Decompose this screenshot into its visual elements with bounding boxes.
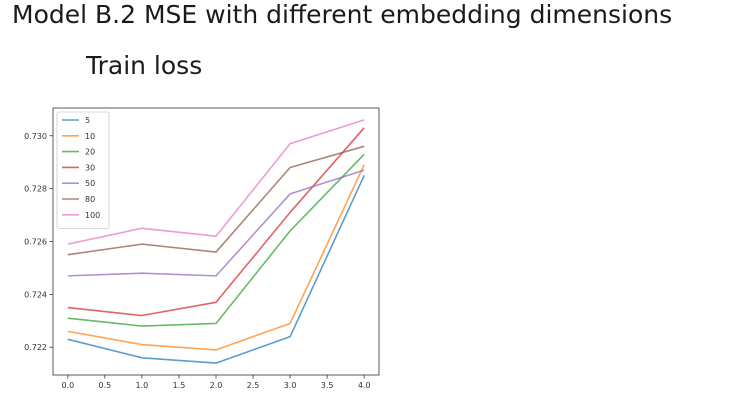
- x-tick-label: 4.0: [358, 381, 371, 390]
- y-tick-label: 0.726: [24, 238, 47, 247]
- legend-label-100: 100: [85, 211, 100, 220]
- x-tick-label: 1.0: [136, 381, 149, 390]
- y-tick-label: 0.722: [24, 343, 47, 352]
- x-tick-label: 0.5: [98, 381, 111, 390]
- x-tick-label: 2.0: [210, 381, 223, 390]
- series-line-20: [67, 153, 365, 327]
- x-tick-label: 2.5: [247, 381, 260, 390]
- x-tick-label: 3.5: [321, 381, 334, 390]
- legend-label-80: 80: [85, 195, 95, 204]
- y-tick-label: 0.728: [24, 185, 47, 194]
- legend-box: [56, 111, 110, 229]
- legend-label-10: 10: [85, 132, 95, 141]
- legend-label-50: 50: [85, 179, 95, 188]
- y-tick-label: 0.724: [24, 290, 47, 299]
- x-tick-label: 1.5: [173, 381, 186, 390]
- series-line-80: [67, 145, 365, 256]
- legend-label-5: 5: [85, 116, 90, 125]
- legend-label-30: 30: [85, 163, 95, 172]
- series-line-10: [67, 164, 365, 351]
- x-tick-label: 3.0: [284, 381, 297, 390]
- chart-subtitle: Train loss: [86, 51, 203, 80]
- series-line-100: [67, 119, 365, 245]
- page-title: Model B.2 MSE with different embedding d…: [12, 0, 673, 29]
- x-tick-label: 0.0: [61, 381, 74, 390]
- series-line-30: [67, 127, 365, 317]
- series-line-50: [67, 169, 365, 277]
- y-tick-label: 0.730: [24, 132, 47, 141]
- series-line-5: [67, 175, 365, 364]
- legend-label-20: 20: [85, 148, 95, 157]
